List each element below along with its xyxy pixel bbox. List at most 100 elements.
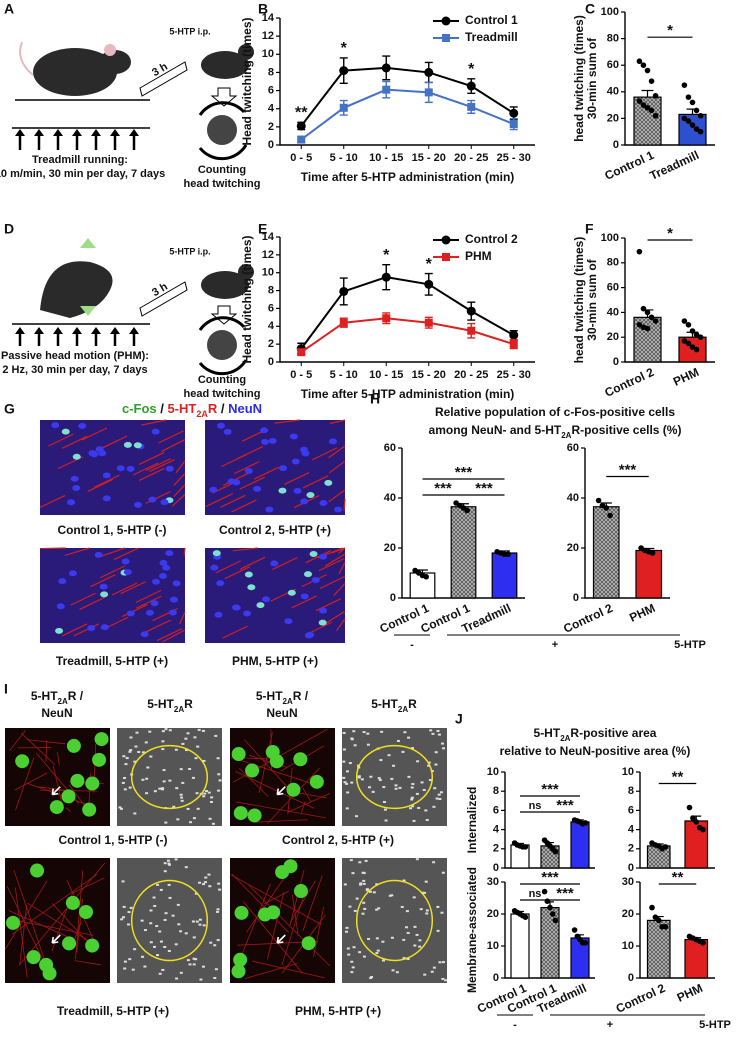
data-point <box>689 344 696 350</box>
speckle <box>359 882 363 885</box>
y-tick-label: 10 <box>262 267 274 279</box>
cell <box>15 754 30 769</box>
y-tick-label: 6 <box>493 804 499 816</box>
fiber <box>325 610 346 624</box>
y-tick-label: 20 <box>384 542 396 554</box>
nucleus <box>165 550 174 557</box>
speckle <box>436 729 440 732</box>
legend-label: Control 1 <box>465 13 518 27</box>
speckle <box>198 923 202 926</box>
speckle <box>362 731 366 734</box>
speckle <box>431 732 435 735</box>
speckle <box>172 805 176 808</box>
y-tick-label: 10 <box>487 940 499 952</box>
fiber <box>9 730 26 751</box>
caption: Treadmill, 5-HTP (+) <box>57 1004 169 1018</box>
fiber <box>51 903 87 941</box>
micrograph <box>205 547 346 643</box>
speckle <box>123 788 127 791</box>
nucleus <box>216 580 225 587</box>
fiber <box>81 427 108 441</box>
marker <box>509 330 519 340</box>
nucleus <box>304 632 313 639</box>
data-point <box>582 820 589 826</box>
arrow <box>276 786 286 796</box>
speckle <box>175 787 179 790</box>
marker <box>466 81 476 91</box>
speckle <box>366 732 370 735</box>
speckle <box>368 786 372 789</box>
speckle <box>167 862 171 865</box>
speckle <box>403 731 407 734</box>
speckle <box>375 937 379 940</box>
speckle <box>362 882 366 885</box>
nucleus <box>284 618 293 625</box>
nucleus <box>72 453 81 460</box>
annotation: ** <box>295 105 308 122</box>
marker <box>509 120 518 129</box>
nucleus <box>244 468 253 475</box>
cell <box>66 738 81 753</box>
fiber <box>72 877 105 894</box>
data-point <box>522 914 529 920</box>
nucleus <box>262 596 271 603</box>
speckle <box>217 773 221 776</box>
nucleus <box>140 631 149 638</box>
fiber <box>99 565 126 579</box>
y-tick-label: 100 <box>601 232 619 244</box>
speckle <box>345 782 349 785</box>
fiber <box>301 801 306 813</box>
stain: c-Fos <box>122 401 157 416</box>
series-line <box>300 317 515 354</box>
fiber <box>328 489 346 503</box>
fiber <box>263 890 289 905</box>
speckle <box>423 891 427 894</box>
cell <box>233 806 248 821</box>
y-tick-label: 10 <box>622 766 634 778</box>
data-point <box>640 102 647 108</box>
speckle <box>203 881 207 884</box>
speckle <box>159 940 163 943</box>
fiber <box>74 960 101 966</box>
speckle <box>196 745 200 748</box>
sig-label: *** <box>475 480 493 497</box>
nucleus <box>172 580 181 587</box>
x-tick-label: PHM <box>675 981 705 1005</box>
fiber <box>133 462 159 476</box>
fiber <box>289 869 305 926</box>
speckle <box>351 966 355 969</box>
speckle <box>394 784 398 787</box>
speckle <box>144 929 148 932</box>
speckle <box>158 972 162 975</box>
stain: NeuN <box>41 706 72 720</box>
x-tick-label: Control 2 <box>602 365 656 400</box>
cell <box>265 745 280 760</box>
speckle <box>425 818 429 821</box>
speckle <box>184 932 188 935</box>
nucleus <box>278 487 287 494</box>
y-axis-label: 30-min sum of <box>585 258 599 340</box>
cell <box>62 936 77 951</box>
fiber <box>338 562 346 575</box>
speckle <box>202 883 206 886</box>
fiber <box>237 445 264 460</box>
data-point <box>644 325 651 332</box>
fiber <box>12 874 98 935</box>
fiber <box>120 581 146 595</box>
arrow <box>276 934 286 944</box>
speckle <box>168 779 172 782</box>
fiber <box>230 874 322 925</box>
y-tick-label: 60 <box>607 59 619 71</box>
data-point <box>697 128 704 135</box>
fiber <box>239 476 266 490</box>
fiber <box>87 478 114 492</box>
data-point <box>571 927 578 933</box>
sig-label: *** <box>455 464 473 481</box>
speckle <box>205 790 209 793</box>
speckle <box>342 760 346 763</box>
speckle <box>122 755 126 758</box>
legend-label: Treadmill <box>465 30 518 44</box>
speckle <box>424 809 428 812</box>
speckle <box>149 755 153 758</box>
data-point <box>652 318 659 324</box>
